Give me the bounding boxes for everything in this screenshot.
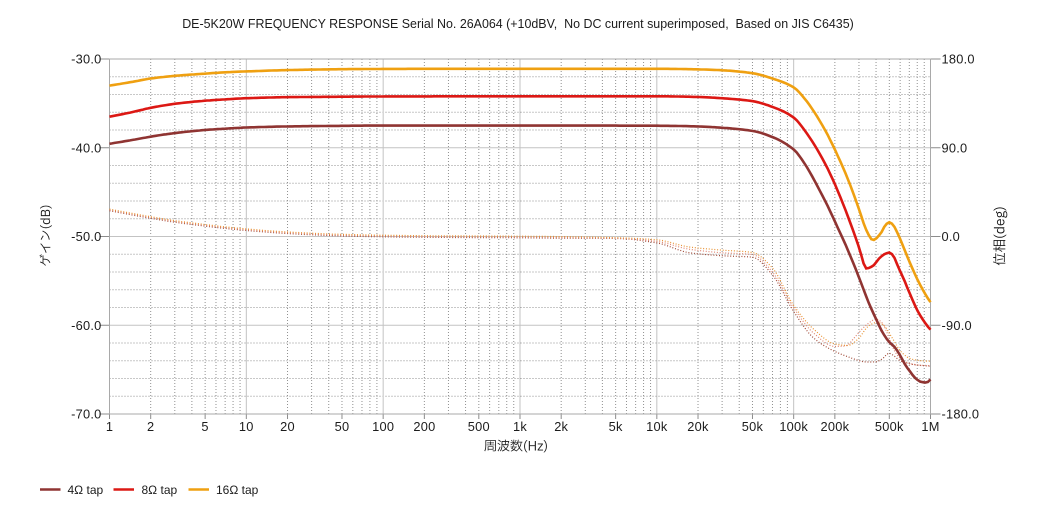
svg-text:200k: 200k: [821, 419, 850, 434]
svg-text:5k: 5k: [609, 419, 623, 434]
svg-text:-50.0: -50.0: [71, 229, 101, 244]
svg-text:20k: 20k: [687, 419, 709, 434]
svg-text:100: 100: [372, 419, 394, 434]
svg-text:200: 200: [413, 419, 435, 434]
svg-text:16Ω tap: 16Ω tap: [216, 483, 259, 497]
svg-text:1: 1: [106, 419, 113, 434]
svg-text:10k: 10k: [646, 419, 668, 434]
svg-text:1k: 1k: [513, 419, 527, 434]
svg-text:500: 500: [468, 419, 490, 434]
svg-text:-180.0: -180.0: [942, 407, 980, 422]
svg-text:500k: 500k: [875, 419, 904, 434]
svg-text:50k: 50k: [742, 419, 764, 434]
svg-text:2: 2: [147, 419, 154, 434]
svg-text:1M: 1M: [921, 419, 939, 434]
svg-text:-60.0: -60.0: [71, 318, 101, 333]
svg-text:100k: 100k: [779, 419, 808, 434]
svg-text:10: 10: [239, 419, 254, 434]
svg-text:0.0: 0.0: [942, 229, 961, 244]
svg-text:DE-5K20W FREQUENCY RESPONSE Se: DE-5K20W FREQUENCY RESPONSE Serial No. 2…: [182, 17, 854, 31]
svg-text:5: 5: [201, 419, 208, 434]
svg-text:90.0: 90.0: [942, 140, 968, 155]
svg-text:-90.0: -90.0: [942, 318, 972, 333]
svg-text:2k: 2k: [554, 419, 568, 434]
svg-text:4Ω tap: 4Ω tap: [68, 483, 104, 497]
svg-text:8Ω tap: 8Ω tap: [142, 483, 178, 497]
svg-text:-30.0: -30.0: [71, 52, 101, 67]
svg-text:-70.0: -70.0: [71, 407, 101, 422]
svg-text:-40.0: -40.0: [71, 140, 101, 155]
svg-text:50: 50: [335, 419, 350, 434]
svg-text:20: 20: [280, 419, 295, 434]
svg-text:180.0: 180.0: [942, 52, 975, 67]
